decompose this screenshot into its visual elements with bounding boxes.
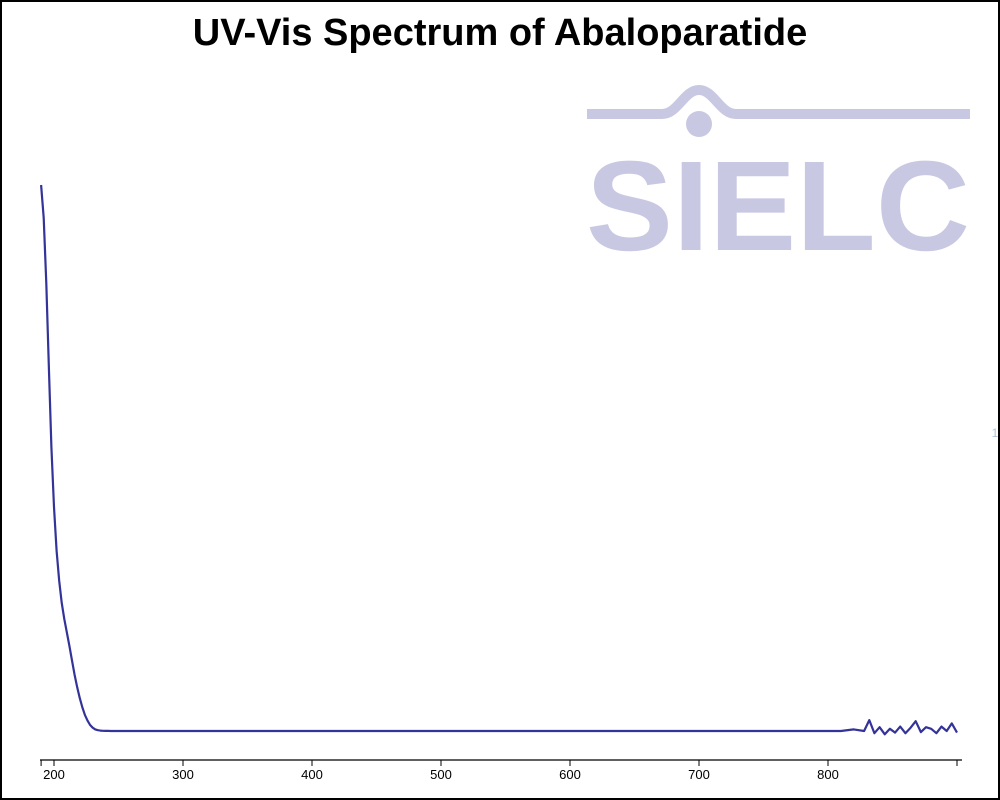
x-tick-label: 700 bbox=[688, 767, 710, 782]
x-tick-label: 500 bbox=[430, 767, 452, 782]
x-tick-label: 400 bbox=[301, 767, 323, 782]
stray-label: 1 bbox=[992, 426, 999, 440]
x-axis-ticks: 200 300 400 500 600 700 800 bbox=[40, 760, 958, 782]
x-tick-label: 300 bbox=[172, 767, 194, 782]
x-tick-label: 600 bbox=[559, 767, 581, 782]
x-tick-label: 200 bbox=[43, 767, 65, 782]
spectrum-line bbox=[40, 184, 958, 736]
sielc-watermark-logo: SIELC bbox=[586, 84, 970, 278]
watermark-dot bbox=[686, 111, 712, 137]
watermark-wave bbox=[587, 84, 970, 119]
watermark-text: SIELC bbox=[586, 135, 970, 278]
chart-title: UV-Vis Spectrum of Abaloparatide bbox=[192, 12, 808, 54]
x-tick-label: 800 bbox=[817, 767, 839, 782]
